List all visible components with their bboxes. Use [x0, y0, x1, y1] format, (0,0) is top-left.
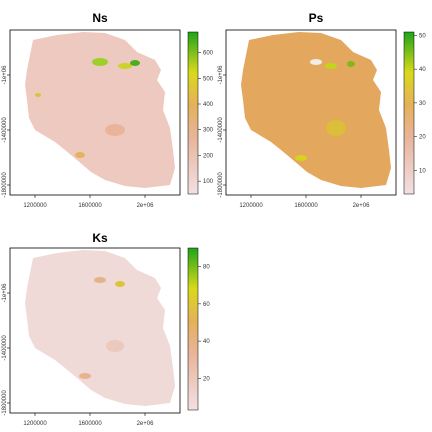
colorbar-tick-label: 40: [419, 67, 426, 73]
panel-title: Ps: [309, 11, 324, 25]
panel-title: Ns: [92, 11, 108, 25]
colorbar-tick-label: 60: [203, 302, 210, 308]
panel-ps: Ps 1200000 1600000 2e+06 -1e+06 -1400000…: [218, 11, 426, 209]
panel-ks: Ks 1200000 1600000 2e+06 -1e+06 -1400000…: [2, 231, 210, 427]
colorbar-tick-label: 500: [203, 76, 214, 82]
raster-highlights: [295, 59, 355, 161]
colorbar: 20 40 60 80: [187, 247, 210, 411]
y-tick-label: -1e+06: [218, 65, 224, 85]
x-tick-label: 2e+06: [137, 203, 155, 209]
y-tick-label: -1400000: [218, 117, 224, 143]
x-tick-label: 2e+06: [137, 421, 155, 427]
colorbar-tick-label: 40: [203, 339, 210, 345]
y-tick-label: -1800000: [2, 390, 8, 416]
x-axis: 1200000 1600000 2e+06: [23, 413, 154, 427]
plot-frame: [225, 29, 397, 196]
panel-title: Ks: [92, 231, 108, 245]
tanzania-raster: [241, 32, 391, 188]
plot-frame: [9, 247, 181, 414]
colorbar-tick-label: 30: [419, 101, 426, 107]
x-tick-label: 1200000: [239, 203, 263, 209]
y-tick-label: -1400000: [2, 117, 8, 143]
x-tick-label: 2e+06: [353, 203, 371, 209]
colorbar-tick-label: 400: [203, 102, 214, 108]
colorbar-tick-label: 20: [419, 135, 426, 141]
tanzania-raster: [25, 250, 175, 406]
colorbar-tick-label: 200: [203, 153, 214, 159]
plot-frame: [9, 29, 181, 196]
x-tick-label: 1200000: [23, 203, 47, 209]
x-tick-label: 1200000: [23, 421, 47, 427]
raster-highlights: [35, 58, 140, 158]
y-axis: -1e+06 -1400000 -1800000: [2, 65, 10, 198]
x-axis: 1200000 1600000 2e+06: [239, 195, 370, 209]
colorbar-tick-label: 50: [419, 33, 426, 39]
colorbar: 100 200 300 400 500 600: [187, 31, 214, 195]
x-tick-label: 1600000: [78, 421, 102, 427]
y-tick-label: -1e+06: [2, 65, 8, 85]
x-axis: 1200000 1600000 2e+06: [23, 195, 154, 209]
colorbar-tick-label: 10: [419, 168, 426, 174]
y-tick-label: -1800000: [2, 172, 8, 198]
colorbar-tick-label: 300: [203, 128, 214, 134]
y-tick-label: -1400000: [2, 335, 8, 361]
x-tick-label: 1600000: [294, 203, 318, 209]
colorbar-tick-label: 100: [203, 179, 214, 185]
y-tick-label: -1800000: [218, 172, 224, 198]
colorbar-tick-label: 80: [203, 265, 210, 271]
tanzania-raster: [25, 32, 175, 188]
colorbar-tick-label: 600: [203, 51, 214, 57]
y-axis: -1e+06 -1400000 -1800000: [218, 65, 226, 198]
panel-ns: Ns 1200000 1600000 2e+06 -1e+06 -1400000…: [2, 11, 214, 209]
colorbar-tick-label: 20: [203, 376, 210, 382]
y-axis: -1e+06 -1400000 -1800000: [2, 283, 10, 416]
raster-highlights: [79, 277, 125, 379]
x-tick-label: 1600000: [78, 203, 102, 209]
colorbar: 10 20 30 40 50: [403, 31, 426, 195]
y-tick-label: -1e+06: [2, 283, 8, 303]
